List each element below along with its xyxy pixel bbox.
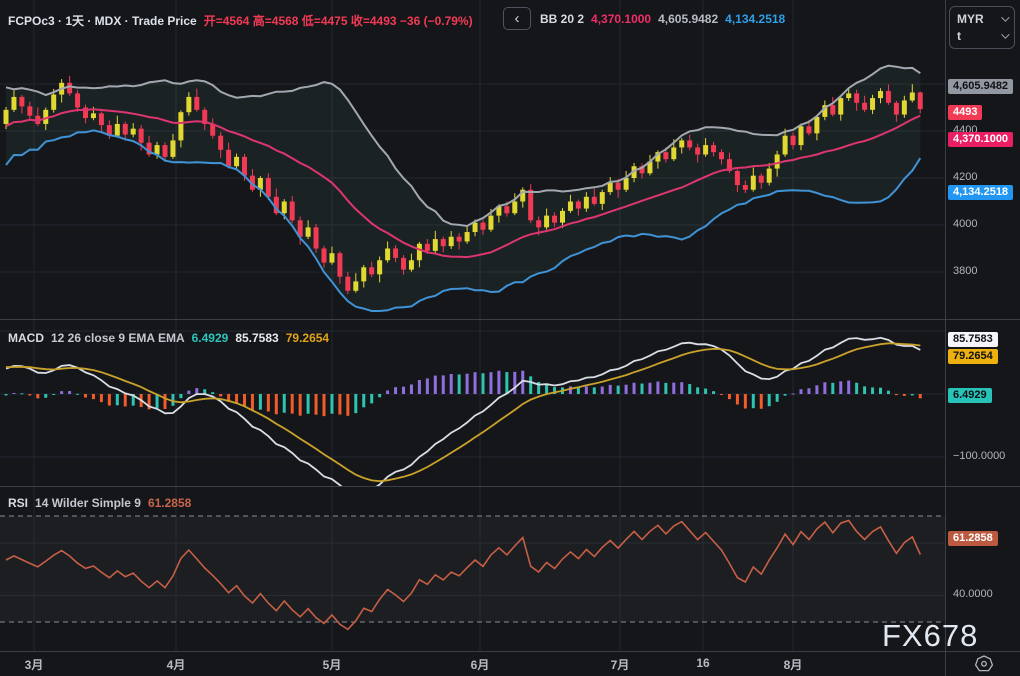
price-badge: 4,605.9482 [948,79,1014,94]
axis-tick-label: 4200 [953,171,978,183]
macd-signal-value: 79.2654 [285,331,330,345]
time-axis-label: 16 [696,656,710,670]
time-axis-label: 3月 [24,658,44,672]
currency-select[interactable]: MYR [957,11,1010,26]
axis-tick-label: 40.0000 [953,588,993,600]
rsi-pane[interactable] [0,487,945,651]
bb-upper-value: 4,605.9482 [658,11,719,26]
axis-tick-label: −100.0000 [953,450,1006,462]
symbol-title: FCPOc3 · 1天 · MDX · Trade Price [8,14,197,28]
price-pane[interactable] [0,0,945,320]
back-chevron-icon: ‹ [514,10,520,27]
price-badge: 4,134.2518 [948,185,1014,200]
ohlc-summary: 开=4564 高=4568 低=4475 收=4493 −36 (−0.79%) [203,14,473,28]
macd-params: 12 26 close 9 EMA EMA [51,331,185,345]
bb-basis-value: 4,370.1000 [591,11,652,26]
time-axis-separator [0,651,1020,652]
macd-line-value: 85.7583 [235,331,279,345]
time-axis-label: 6月 [470,658,490,672]
bb-lower-value: 4,134.2518 [725,11,786,26]
time-axis-label: 5月 [322,658,342,672]
price-badge: 85.7583 [948,332,998,347]
time-axis-label: 7月 [610,658,630,672]
chevron-down-icon [1001,13,1010,22]
bb-title: BB 20 2 [540,11,585,26]
axis-tick-label: 3800 [953,265,978,277]
currency-label: MYR [957,11,984,26]
back-button[interactable]: ‹ [503,7,531,30]
currency-unit-selector: MYR t [949,6,1015,49]
unit-select[interactable]: t [957,29,1010,44]
symbol-legend[interactable]: FCPOc3 · 1天 · MDX · Trade Price 开=4564 高… [8,12,473,29]
time-axis-label: 8月 [783,658,803,672]
price-badge: 6.4929 [948,388,992,403]
rsi-value: 61.2858 [147,496,192,510]
macd-pane[interactable] [0,320,945,486]
price-badge: 4,370.1000 [948,132,1014,147]
pane-divider[interactable] [0,486,1020,487]
pane-divider[interactable] [0,319,1020,320]
time-axis-label: 4月 [166,658,186,672]
bb-legend[interactable]: ‹ BB 20 2 4,370.1000 4,605.9482 4,134.25… [503,7,785,30]
unit-label: t [957,29,961,44]
time-axis[interactable]: 3月 4月 5月 6月 7月 16 8月 [0,652,1020,676]
price-axis[interactable]: MYR t 4400 4200 4000 3800 4,605.9482 4493 4,37… [946,0,1020,652]
price-badge: 61.2858 [948,531,998,546]
axis-tick-label: 4000 [953,218,978,230]
macd-title: MACD [8,331,44,345]
price-badge: 79.2654 [948,349,998,364]
macd-hist-value: 6.4929 [191,331,229,345]
price-badge: 4493 [948,105,983,120]
chevron-down-icon [1001,30,1010,40]
session-settings-icon[interactable] [974,655,994,673]
rsi-legend[interactable]: RSI 14 Wilder Simple 9 61.2858 [8,496,191,510]
rsi-title: RSI [8,496,29,510]
price-axis-separator [945,0,946,676]
macd-legend[interactable]: MACD 12 26 close 9 EMA EMA 6.4929 85.758… [8,331,329,345]
watermark: FX678 [882,618,979,653]
rsi-params: 14 Wilder Simple 9 [35,496,141,510]
